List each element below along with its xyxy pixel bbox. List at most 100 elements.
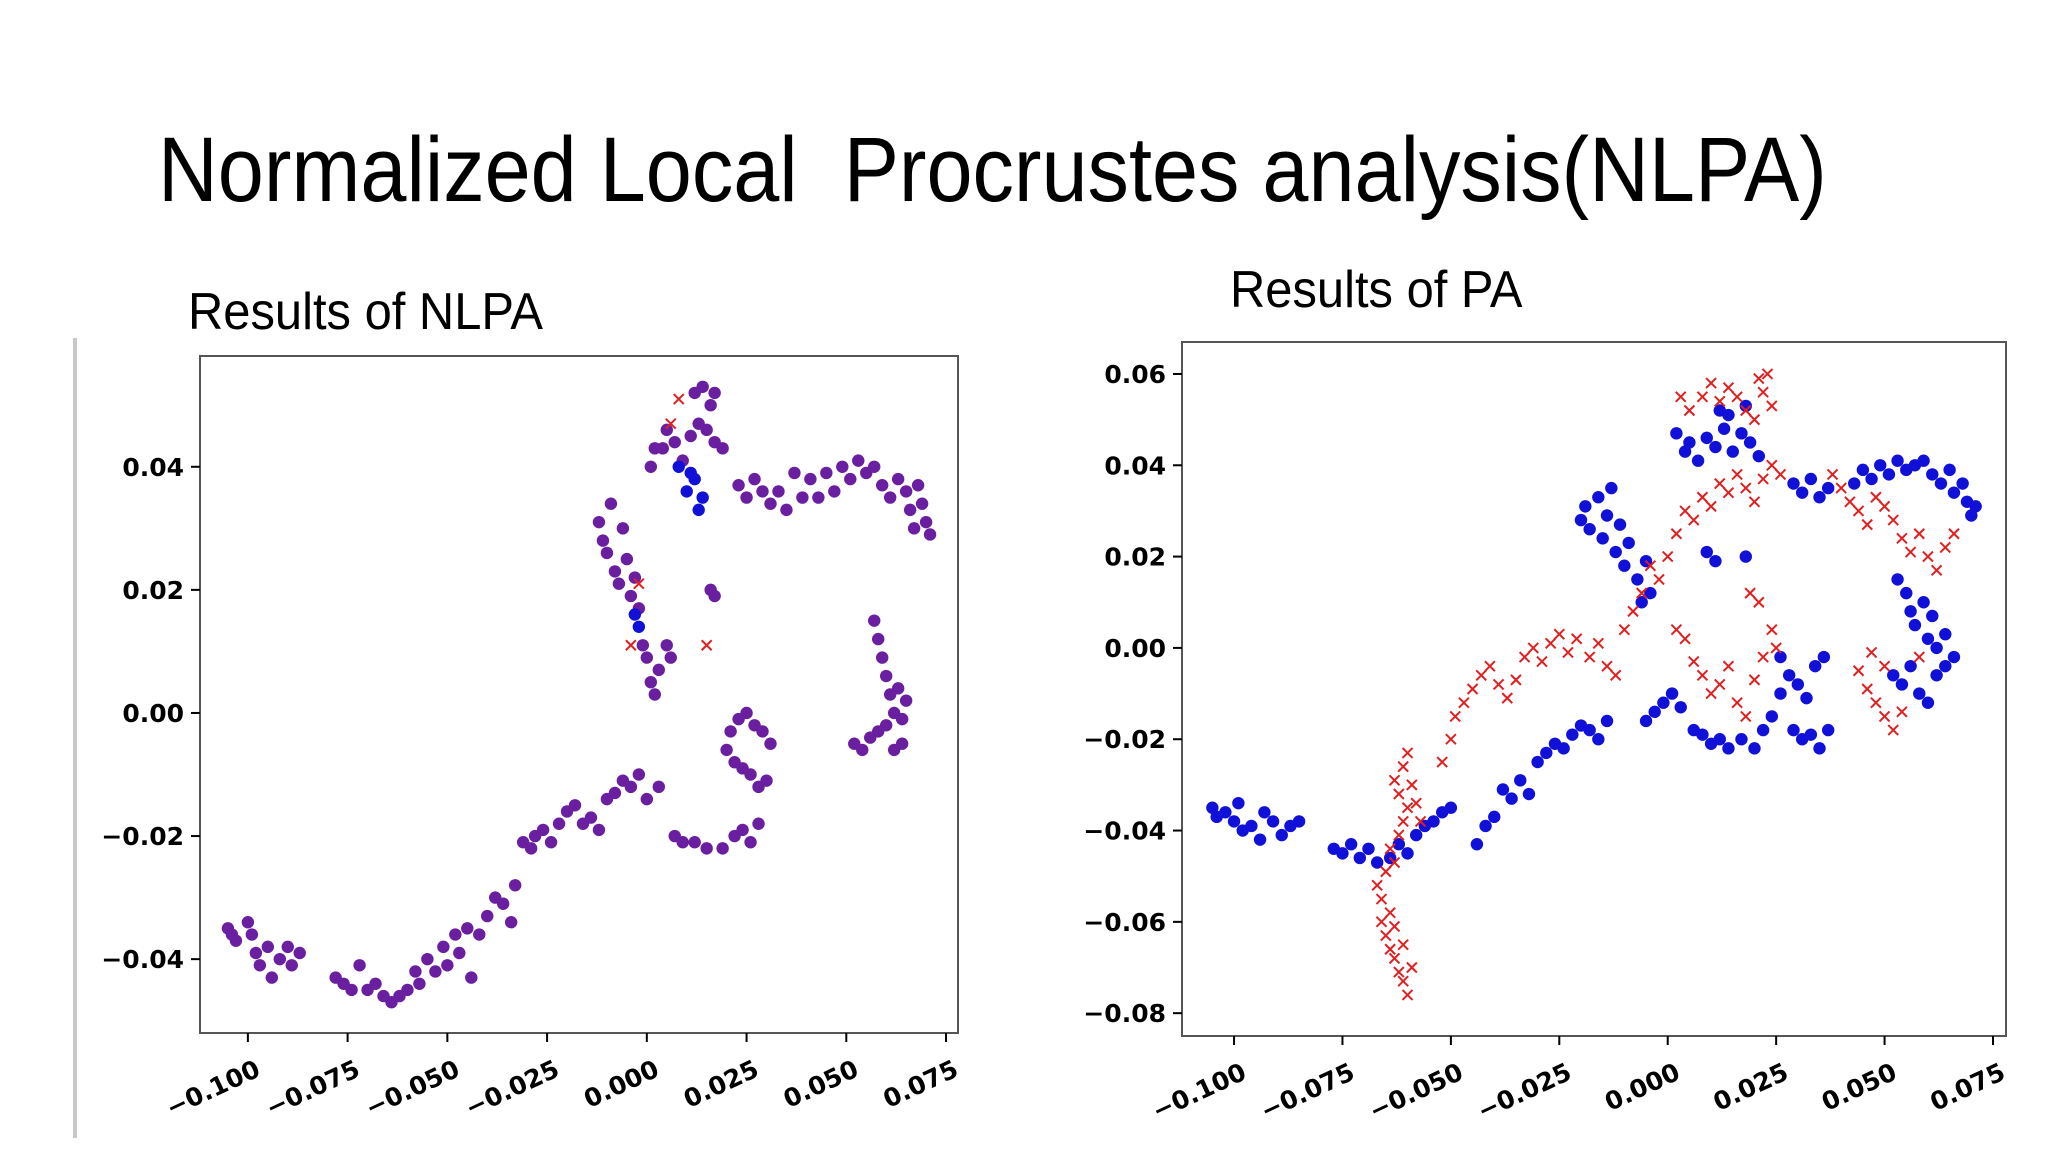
data-point-x [1670,528,1683,540]
x-tick-label: 0.025 [679,1054,763,1114]
data-point [640,651,654,664]
data-point [876,479,889,492]
data-point [684,466,697,480]
data-point-x [1731,468,1743,481]
data-point [1700,545,1713,559]
data-point [919,515,933,529]
data-point [660,639,673,652]
data-point [449,928,462,941]
data-point-x [1722,660,1735,672]
data-point [1735,427,1748,440]
data-point-x [700,639,713,651]
data-point-x [1948,528,1960,540]
data-point [879,719,893,732]
data-point [1344,838,1358,851]
data-point [1427,815,1440,828]
data-point [879,669,893,683]
data-point-x [1696,391,1709,403]
data-point [453,946,466,960]
data-point [1713,733,1726,746]
data-point [1579,500,1592,513]
data-point [856,743,869,757]
data-point [353,959,366,972]
data-point [265,971,279,984]
data-point [796,491,809,504]
data-point-x [1393,966,1405,978]
data-point [700,423,713,437]
data-point [1874,459,1887,472]
data-point [624,589,638,603]
data-point [584,811,598,824]
data-point [1253,833,1267,846]
data-point-x [1714,678,1726,691]
data-point-x [673,393,685,405]
data-point [1800,691,1813,705]
data-point-x [1922,550,1934,563]
data-point [740,706,753,720]
data-point-x [1766,459,1778,471]
data-point [1683,436,1696,449]
slide-title: Normalized Local Procrustes analysis(NLP… [158,119,1827,221]
data-point-x [1740,710,1752,723]
data-point-x [1601,660,1613,672]
data-point-x [1835,482,1847,494]
data-point [692,503,705,517]
data-point [1795,486,1809,499]
data-point-x [1527,642,1539,654]
data-point [1930,669,1943,682]
x-tick-label: −0.025 [461,1054,564,1123]
x-tick-label: 0.075 [1926,1057,2010,1117]
data-point [1752,449,1766,463]
data-point-x [1683,404,1696,417]
x-tick-label: 0.025 [1709,1057,1793,1117]
data-point [1939,628,1952,641]
data-point [1670,427,1683,440]
data-point [1739,399,1752,413]
data-point-x [1714,395,1726,408]
data-point [461,922,474,935]
data-point [652,663,665,677]
data-point [756,725,769,738]
data-point [1717,422,1731,435]
data-point-x [1913,528,1925,540]
y-tick-label: 0.02 [122,576,184,605]
data-point-x [1397,760,1409,773]
data-point [907,522,921,535]
data-point [648,442,661,455]
data-point-x [1679,633,1691,645]
data-point-x [1696,669,1709,682]
data-point-x [1761,368,1774,380]
data-point [1939,659,1952,673]
data-point [552,817,566,830]
data-point-x [1653,573,1665,586]
data-point [1787,477,1800,490]
data-point [1609,545,1622,559]
data-point [883,491,897,504]
data-point [1444,801,1458,814]
data-point [465,971,478,984]
data-point [1566,728,1579,741]
data-point-x [1397,938,1409,951]
data-point-x [1722,486,1735,499]
data-point-x [1388,856,1401,869]
data-point [1865,472,1878,486]
data-point [1245,819,1258,833]
data-point-x [1675,391,1687,403]
y-tick-label: −0.08 [1083,999,1166,1028]
data-point [285,959,298,972]
data-point [744,768,757,781]
data-point [1522,787,1536,801]
data-point [1622,536,1635,550]
data-point [812,491,825,504]
data-point-x [665,417,677,430]
data-point-x [1436,756,1448,768]
data-point-x [1636,587,1648,599]
data-point-x [1870,491,1882,503]
data-point [1913,687,1926,700]
data-point-x [1371,879,1383,892]
data-point [664,651,677,664]
x-tick-label: −0.100 [161,1054,264,1123]
data-point-x [1766,623,1778,636]
data-point-x [1662,550,1674,563]
data-point [600,546,614,560]
